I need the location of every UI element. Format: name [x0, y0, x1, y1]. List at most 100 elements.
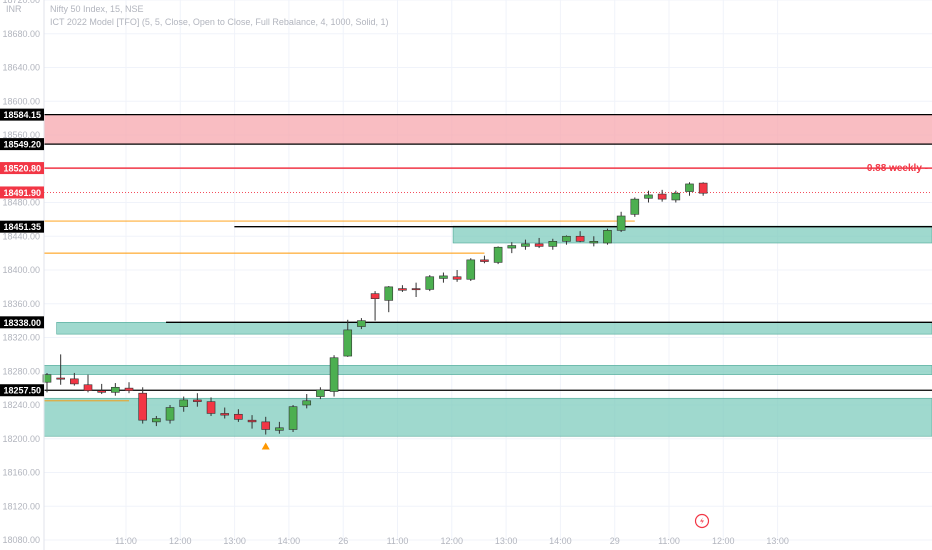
- price-tick-label: 18400.00: [2, 265, 40, 275]
- candle[interactable]: [220, 407, 230, 419]
- price-tag-label: 18549.20: [3, 140, 41, 150]
- candle[interactable]: [521, 239, 530, 250]
- candle[interactable]: [302, 394, 312, 409]
- candle-body: [657, 193, 667, 200]
- time-axis[interactable]: 11:00 12:00 13:00 14:00 26 11:00 12:00 13:00 14:…: [115, 536, 789, 546]
- price-tags: 18584.15 18549.20 18520.80 18491.90 18451.35…: [0, 108, 44, 397]
- candle[interactable]: [42, 372, 52, 393]
- candle[interactable]: [329, 355, 339, 397]
- price-tag-label: 18338.00: [3, 318, 41, 328]
- candle[interactable]: [425, 275, 435, 292]
- candle[interactable]: [138, 387, 147, 424]
- candle[interactable]: [548, 238, 558, 250]
- candle[interactable]: [411, 282, 421, 297]
- price-tick-label: 18160.00: [2, 468, 40, 478]
- candle[interactable]: [616, 211, 626, 233]
- candle-body: [247, 419, 257, 423]
- candle-body: [507, 245, 517, 249]
- candle[interactable]: [671, 190, 681, 203]
- price-tag: 18451.35: [0, 220, 44, 233]
- price-tag-box: [0, 220, 44, 233]
- candle[interactable]: [493, 246, 503, 265]
- price-tag-label: 18520.80: [3, 164, 41, 174]
- candle[interactable]: [603, 228, 612, 245]
- candle[interactable]: [398, 285, 407, 292]
- indicator-legend[interactable]: ICT 2022 Model [TFO] (5, 5, Close, Open …: [50, 17, 389, 27]
- candle[interactable]: [480, 255, 489, 264]
- candle[interactable]: [507, 242, 517, 254]
- price-tag: 18584.15: [0, 108, 44, 121]
- candle-body: [193, 399, 202, 402]
- candle-body: [316, 389, 325, 397]
- candle[interactable]: [70, 372, 79, 386]
- candle[interactable]: [466, 258, 476, 281]
- candle-body: [302, 400, 312, 406]
- candle[interactable]: [193, 393, 202, 407]
- candle[interactable]: [83, 374, 93, 393]
- candle-body: [56, 377, 65, 380]
- price-tick-label: 18720.00: [2, 0, 40, 5]
- candle[interactable]: [179, 396, 188, 412]
- candle[interactable]: [275, 421, 284, 434]
- candle[interactable]: [97, 383, 106, 395]
- price-axis[interactable]: 18720.00 18680.00 18640.00 18600.00 18560.00…: [2, 0, 40, 545]
- time-tick-label: 12:00: [169, 536, 192, 546]
- signal-marker-icon: [261, 442, 270, 450]
- zones: [43, 114, 932, 437]
- candle-body: [83, 384, 93, 391]
- candle[interactable]: [316, 387, 325, 400]
- candle[interactable]: [357, 318, 366, 330]
- candle-body: [671, 192, 681, 201]
- candle-body: [288, 406, 298, 430]
- candle[interactable]: [644, 190, 653, 203]
- candle-body: [466, 259, 476, 280]
- price-tag: 18520.80: [0, 162, 44, 175]
- candle[interactable]: [152, 415, 161, 427]
- candle[interactable]: [56, 354, 65, 385]
- candle[interactable]: [698, 182, 708, 196]
- candle-body: [220, 413, 230, 416]
- candle[interactable]: [261, 416, 271, 435]
- candle[interactable]: [575, 231, 585, 243]
- time-tick-label: 11:00: [387, 536, 409, 546]
- price-tag-box: [0, 138, 44, 151]
- candle[interactable]: [562, 235, 571, 245]
- candles[interactable]: [42, 182, 708, 450]
- time-tick-label: 12:00: [441, 536, 464, 546]
- candle[interactable]: [124, 382, 134, 394]
- price-tick-label: 18440.00: [2, 231, 40, 241]
- demand-zone: [56, 322, 932, 335]
- candle[interactable]: [206, 397, 216, 416]
- candle[interactable]: [534, 237, 544, 249]
- candle-body: [575, 235, 585, 242]
- candle[interactable]: [288, 405, 298, 432]
- price-tag-box: [0, 384, 44, 397]
- price-tag-label: 18451.35: [3, 222, 41, 232]
- candle-body: [698, 182, 708, 194]
- candle[interactable]: [384, 286, 394, 313]
- candle[interactable]: [111, 383, 120, 396]
- candle[interactable]: [589, 236, 599, 247]
- candle[interactable]: [165, 405, 175, 424]
- candle[interactable]: [247, 415, 257, 429]
- candle-body: [685, 183, 694, 192]
- candle[interactable]: [343, 319, 353, 357]
- replay-icon[interactable]: [694, 513, 710, 529]
- candle[interactable]: [452, 270, 462, 282]
- candle[interactable]: [370, 291, 380, 321]
- price-tick-label: 18600.00: [2, 96, 40, 106]
- candle-body: [152, 418, 161, 423]
- price-tag: 18338.00: [0, 316, 44, 329]
- candle[interactable]: [630, 197, 640, 217]
- demand-zone: [43, 365, 932, 375]
- candle-body: [206, 401, 216, 414]
- candle[interactable]: [685, 182, 694, 196]
- symbol-legend[interactable]: Nifty 50 Index, 15, NSE: [50, 4, 144, 14]
- price-tag-label: 18257.50: [3, 386, 41, 396]
- candle[interactable]: [439, 272, 448, 283]
- price-tag-label: 18584.15: [3, 110, 41, 120]
- candle[interactable]: [234, 409, 243, 422]
- candle-body: [398, 288, 407, 291]
- candle[interactable]: [657, 189, 667, 202]
